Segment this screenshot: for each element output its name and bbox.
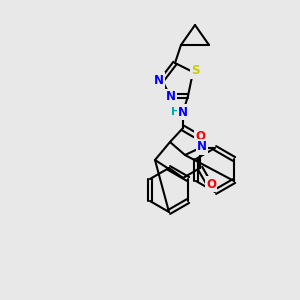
Text: N: N xyxy=(197,140,207,154)
Text: O: O xyxy=(195,130,205,142)
Text: N: N xyxy=(154,74,164,86)
Text: H: H xyxy=(171,107,181,117)
Text: S: S xyxy=(191,64,199,77)
Text: N: N xyxy=(166,91,176,103)
Text: O: O xyxy=(206,178,216,190)
Text: N: N xyxy=(178,106,188,118)
